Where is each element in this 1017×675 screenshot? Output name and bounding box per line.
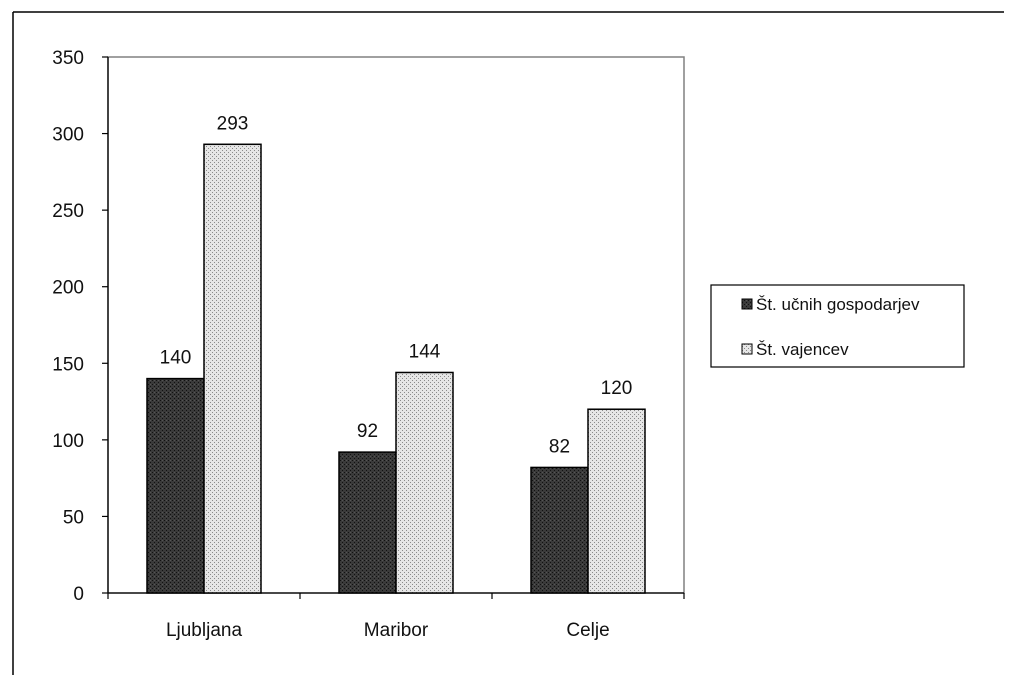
y-tick-label: 150: [52, 354, 84, 375]
bar-ljubljana-series-2: [203, 143, 262, 594]
y-tick-label: 0: [73, 584, 84, 605]
legend-swatch-series-2: [741, 343, 753, 355]
legend-label-series-1: Št. učnih gospodarjev: [756, 295, 920, 314]
bar-maribor-series-1: [338, 451, 397, 594]
y-tick-label: 350: [52, 48, 84, 69]
y-tick-label: 50: [63, 507, 84, 528]
bar-ljubljana-series-1: [146, 377, 205, 594]
legend: Št. učnih gospodarjev Št. vajencev: [710, 284, 965, 368]
bars-group: [146, 143, 646, 594]
legend-swatch-series-1: [741, 298, 753, 310]
legend-box: [710, 284, 965, 368]
data-label: 293: [217, 113, 249, 134]
legend-label-series-2: Št. vajencev: [756, 340, 849, 359]
data-labels-group: 140 293 92 144 82 120: [160, 113, 633, 457]
data-label: 82: [549, 436, 570, 457]
x-tick-label: Ljubljana: [166, 620, 242, 641]
data-label: 120: [601, 378, 633, 399]
x-tick-label: Celje: [566, 620, 609, 641]
data-label: 144: [409, 341, 441, 362]
y-tick-label: 100: [52, 431, 84, 452]
y-tick-label: 200: [52, 278, 84, 299]
data-label: 140: [160, 348, 192, 369]
bar-celje-series-2: [587, 408, 646, 594]
data-label: 92: [357, 421, 378, 442]
x-tick-label: Maribor: [364, 620, 429, 641]
bar-celje-series-1: [530, 466, 589, 594]
y-tick-label: 250: [52, 201, 84, 222]
y-tick-label: 300: [52, 125, 84, 146]
bar-maribor-series-2: [395, 371, 454, 594]
